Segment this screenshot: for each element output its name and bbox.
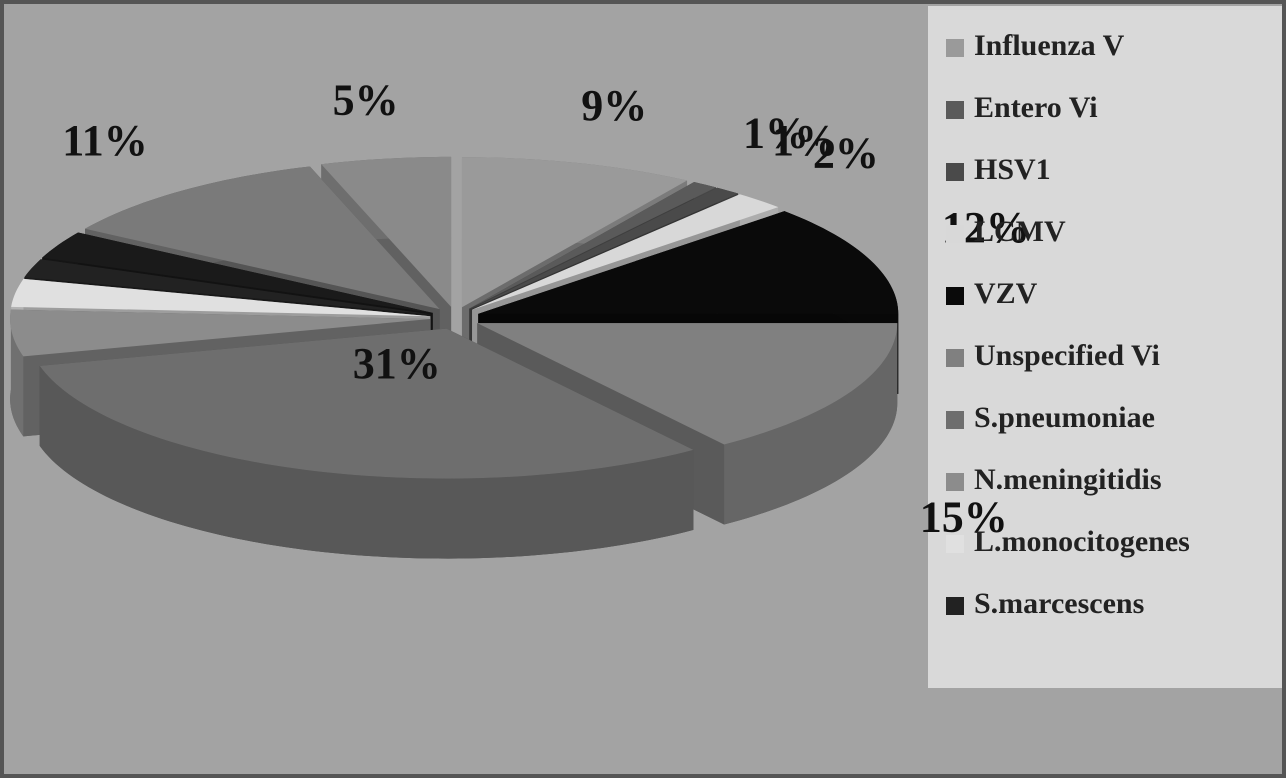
legend-label: S.marcescens bbox=[974, 587, 1144, 620]
slice-side bbox=[724, 323, 898, 525]
slice bbox=[85, 166, 440, 310]
legend-label: Unspecified Vi bbox=[974, 339, 1160, 372]
data-label: 15% bbox=[920, 493, 1008, 542]
slice bbox=[42, 232, 433, 313]
slice bbox=[321, 156, 452, 307]
slice bbox=[469, 182, 716, 309]
legend-marker bbox=[946, 349, 964, 367]
slice bbox=[477, 323, 898, 445]
legend-marker bbox=[946, 411, 964, 429]
legend: Influenza V Entero Vi HSV1 LCMV VZV Unspecifi… bbox=[946, 29, 1190, 620]
legend-marker bbox=[946, 39, 964, 57]
legend-label: LCMV bbox=[974, 215, 1066, 248]
data-label: 11% bbox=[62, 116, 148, 165]
legend-marker bbox=[946, 287, 964, 305]
slice-side bbox=[10, 309, 24, 437]
slice bbox=[472, 194, 779, 310]
legend-label: Entero Vi bbox=[974, 91, 1098, 124]
data-label: 1% bbox=[743, 109, 809, 158]
data-label: 31% bbox=[353, 339, 441, 388]
legend-marker bbox=[946, 535, 964, 553]
slice bbox=[461, 157, 688, 308]
pie: 9%1%1%2%12%15%31%5%3%2%3%11%5% bbox=[10, 75, 1030, 559]
slice bbox=[470, 187, 739, 310]
legend-marker bbox=[946, 225, 964, 243]
slice-side bbox=[39, 365, 694, 559]
legend-box bbox=[928, 6, 1282, 688]
legend-marker bbox=[946, 473, 964, 491]
legend-label: L.monocitogenes bbox=[974, 525, 1190, 558]
legend-marker bbox=[946, 597, 964, 615]
slice bbox=[24, 259, 432, 315]
data-label: 1% bbox=[772, 116, 838, 165]
data-label: 5% bbox=[333, 75, 399, 124]
legend-label: Influenza V bbox=[974, 29, 1125, 62]
slice bbox=[10, 309, 431, 357]
legend-label: VZV bbox=[974, 277, 1038, 310]
slice bbox=[11, 278, 431, 317]
data-label: 2% bbox=[813, 129, 879, 178]
legend-label: S.pneumoniae bbox=[974, 401, 1155, 434]
slice bbox=[39, 328, 694, 479]
data-label: 9% bbox=[581, 81, 647, 130]
slice bbox=[478, 211, 899, 314]
legend-label: N.meningitidis bbox=[974, 463, 1162, 496]
legend-label: HSV1 bbox=[974, 153, 1051, 186]
legend-marker bbox=[946, 163, 964, 181]
legend-marker bbox=[946, 101, 964, 119]
